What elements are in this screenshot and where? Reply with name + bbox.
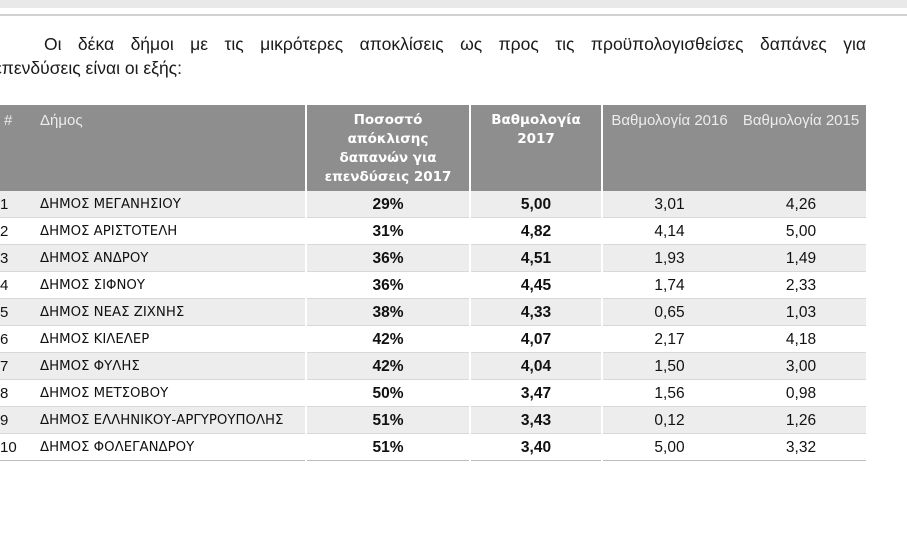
intro-line-1: Οι δέκα δήμοι με τις μικρότερες αποκλίσε… (44, 34, 866, 54)
header-score-2016: Βαθμολογία 2016 (602, 105, 736, 191)
row-deviation-pct: 42% (305, 325, 471, 353)
top-clipped-band (0, 0, 907, 8)
row-index: 1 (0, 191, 36, 218)
row-municipality: ΔΗΜΟΣ ΦΥΛΗΣ (36, 352, 306, 380)
row-score-2016: 0,12 (602, 406, 736, 434)
table-row: 5 ΔΗΜΟΣ ΝΕΑΣ ΖΙΧΝΗΣ 38% 4,33 0,65 1,03 (0, 298, 866, 326)
row-score-2015: 2,33 (736, 271, 866, 299)
table-row: 1 ΔΗΜΟΣ ΜΕΓΑΝΗΣΙΟΥ 29% 5,00 3,01 4,26 (0, 191, 866, 218)
row-score-2016: 1,93 (602, 244, 736, 272)
row-score-2017: 4,82 (470, 217, 603, 245)
row-score-2016: 4,14 (602, 217, 736, 245)
row-municipality: ΔΗΜΟΣ ΕΛΛΗΝΙΚΟΥ-ΑΡΓΥΡΟΥΠΟΛΗΣ (36, 406, 306, 434)
row-score-2016: 3,01 (602, 191, 736, 218)
table-row: 3 ΔΗΜΟΣ ΑΝΔΡΟΥ 36% 4,51 1,93 1,49 (0, 244, 866, 272)
row-deviation-pct: 50% (305, 379, 471, 407)
row-score-2017: 4,33 (470, 298, 603, 326)
municipalities-table: # Δήμος Ποσοστό απόκλισης δαπανών για επ… (0, 105, 866, 461)
intro-paragraph: Οι δέκα δήμοι με τις μικρότερες αποκλίσε… (0, 32, 866, 80)
row-score-2017: 4,45 (470, 271, 603, 299)
row-score-2017: 4,51 (470, 244, 603, 272)
row-score-2017: 3,47 (470, 379, 603, 407)
row-index: 6 (0, 325, 36, 353)
table-row: 9 ΔΗΜΟΣ ΕΛΛΗΝΙΚΟΥ-ΑΡΓΥΡΟΥΠΟΛΗΣ 51% 3,43 0,12… (0, 406, 866, 434)
row-municipality: ΔΗΜΟΣ ΑΡΙΣΤΟΤΕΛΗ (36, 217, 306, 245)
header-deviation: Ποσοστό απόκλισης δαπανών για επενδύσεις… (305, 105, 471, 191)
row-municipality: ΔΗΜΟΣ ΝΕΑΣ ΖΙΧΝΗΣ (36, 298, 306, 326)
row-municipality: ΔΗΜΟΣ ΚΙΛΕΛΕΡ (36, 325, 306, 353)
header-index: # (0, 105, 36, 191)
row-score-2017: 5,00 (470, 191, 603, 218)
row-municipality: ΔΗΜΟΣ ΜΕΤΣΟΒΟΥ (36, 379, 306, 407)
table-row: 4 ΔΗΜΟΣ ΣΙΦΝΟΥ 36% 4,45 1,74 2,33 (0, 271, 866, 299)
row-index: 9 (0, 406, 36, 434)
row-deviation-pct: 42% (305, 352, 471, 380)
row-deviation-pct: 51% (305, 406, 471, 434)
row-score-2015: 4,26 (736, 191, 866, 218)
row-deviation-pct: 51% (305, 433, 471, 461)
row-deviation-pct: 36% (305, 244, 471, 272)
row-score-2017: 3,40 (470, 433, 603, 461)
row-deviation-pct: 36% (305, 271, 471, 299)
row-score-2016: 1,50 (602, 352, 736, 380)
table-row: 6 ΔΗΜΟΣ ΚΙΛΕΛΕΡ 42% 4,07 2,17 4,18 (0, 325, 866, 353)
header-score-2017: Βαθμολογία 2017 (470, 105, 603, 191)
row-score-2016: 1,74 (602, 271, 736, 299)
row-score-2015: 0,98 (736, 379, 866, 407)
row-score-2016: 2,17 (602, 325, 736, 353)
row-index: 2 (0, 217, 36, 245)
row-score-2015: 1,03 (736, 298, 866, 326)
row-score-2016: 0,65 (602, 298, 736, 326)
row-score-2015: 5,00 (736, 217, 866, 245)
row-deviation-pct: 38% (305, 298, 471, 326)
row-score-2016: 5,00 (602, 433, 736, 461)
row-score-2017: 4,04 (470, 352, 603, 380)
row-score-2015: 1,49 (736, 244, 866, 272)
top-divider (0, 14, 907, 16)
row-index: 4 (0, 271, 36, 299)
row-municipality: ΔΗΜΟΣ ΑΝΔΡΟΥ (36, 244, 306, 272)
row-index: 5 (0, 298, 36, 326)
row-score-2017: 3,43 (470, 406, 603, 434)
row-deviation-pct: 31% (305, 217, 471, 245)
table-row: 8 ΔΗΜΟΣ ΜΕΤΣΟΒΟΥ 50% 3,47 1,56 0,98 (0, 379, 866, 407)
row-municipality: ΔΗΜΟΣ ΜΕΓΑΝΗΣΙΟΥ (36, 191, 306, 218)
row-index: 10 (0, 433, 36, 461)
row-score-2016: 1,56 (602, 379, 736, 407)
row-municipality: ΔΗΜΟΣ ΦΟΛΕΓΑΝΔΡΟΥ (36, 433, 306, 461)
row-score-2015: 1,26 (736, 406, 866, 434)
row-index: 7 (0, 352, 36, 380)
row-municipality: ΔΗΜΟΣ ΣΙΦΝΟΥ (36, 271, 306, 299)
table-row: 2 ΔΗΜΟΣ ΑΡΙΣΤΟΤΕΛΗ 31% 4,82 4,14 5,00 (0, 217, 866, 245)
header-municipality: Δήμος (36, 105, 306, 191)
intro-line-2: επενδύσεις είναι οι εξής: (0, 58, 182, 78)
table-row: 10 ΔΗΜΟΣ ΦΟΛΕΓΑΝΔΡΟΥ 51% 3,40 5,00 3,32 (0, 433, 866, 461)
row-score-2015: 4,18 (736, 325, 866, 353)
row-score-2017: 4,07 (470, 325, 603, 353)
header-score-2015: Βαθμολογία 2015 (736, 105, 866, 191)
row-index: 3 (0, 244, 36, 272)
table-header-row: # Δήμος Ποσοστό απόκλισης δαπανών για επ… (0, 105, 866, 191)
row-deviation-pct: 29% (305, 191, 471, 218)
row-index: 8 (0, 379, 36, 407)
row-score-2015: 3,32 (736, 433, 866, 461)
table-row: 7 ΔΗΜΟΣ ΦΥΛΗΣ 42% 4,04 1,50 3,00 (0, 352, 866, 380)
row-score-2015: 3,00 (736, 352, 866, 380)
